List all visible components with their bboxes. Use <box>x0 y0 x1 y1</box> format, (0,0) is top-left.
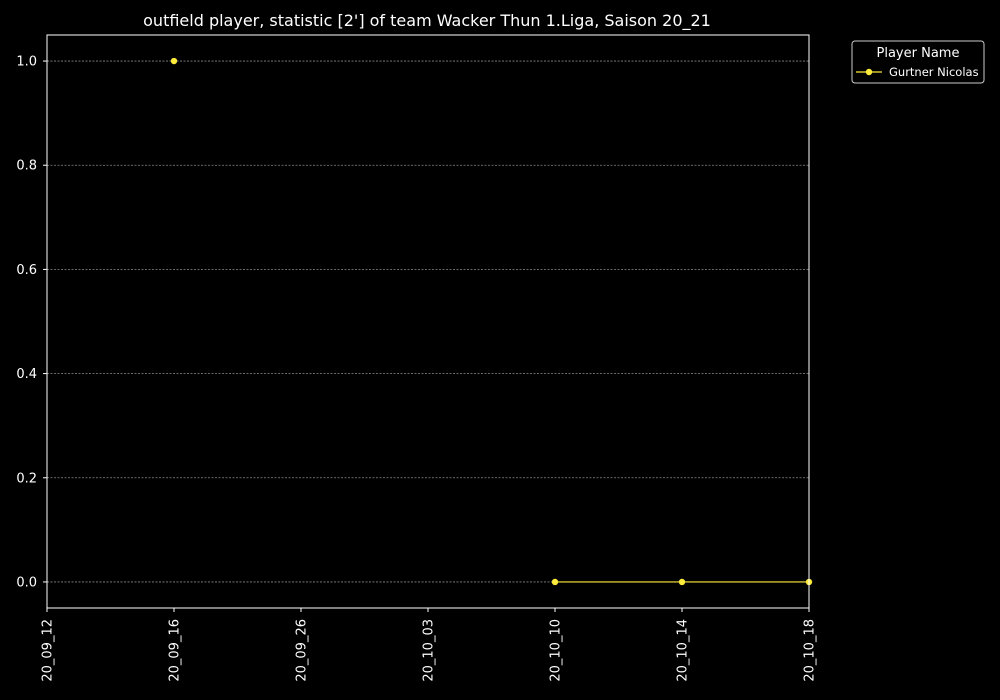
y-tick-label: 0.4 <box>16 367 37 382</box>
y-tick-label: 0.8 <box>16 159 37 174</box>
x-tick-label: 20_10_10 <box>549 619 564 682</box>
x-tick-label: 20_09_16 <box>168 619 183 682</box>
legend-series-label: Gurtner Nicolas <box>889 65 979 79</box>
x-axis: 20_09_12 20_09_16 20_09_26 20_10_03 20_10_10… <box>41 608 818 682</box>
data-point <box>551 578 559 586</box>
y-tick-label: 0.6 <box>16 263 37 278</box>
y-tick-label: 1.0 <box>16 55 37 70</box>
chart-title: outfield player, statistic [2'] of team … <box>143 11 711 31</box>
legend: Player Name Gurtner Nicolas <box>851 40 985 84</box>
x-tick-label: 20_10_18 <box>803 619 818 682</box>
x-tick-label: 20_10_03 <box>422 619 437 682</box>
x-tick-label: 20_09_26 <box>295 619 310 682</box>
y-axis: 0.0 0.2 0.4 0.6 0.8 1.0 <box>16 55 47 590</box>
x-tick-label: 20_09_12 <box>41 619 56 682</box>
y-tick-label: 0.0 <box>16 575 37 590</box>
y-tick-label: 0.2 <box>16 471 37 486</box>
x-tick-label: 20_10_14 <box>676 619 691 682</box>
legend-series-marker <box>865 68 873 76</box>
legend-title: Player Name <box>877 46 960 61</box>
data-point <box>678 578 686 586</box>
data-point <box>170 57 178 65</box>
legend-box <box>851 40 985 84</box>
